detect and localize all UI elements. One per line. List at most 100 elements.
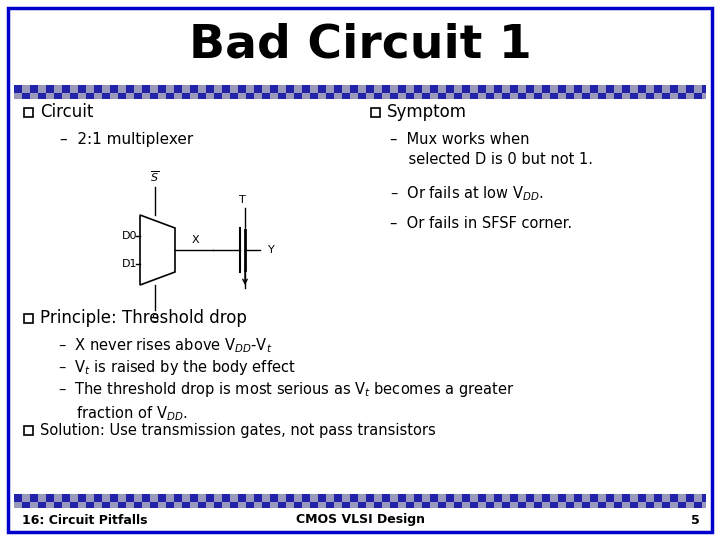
Bar xyxy=(158,93,166,99)
Bar xyxy=(206,93,214,99)
Bar xyxy=(382,93,390,99)
Bar xyxy=(134,494,142,502)
Bar xyxy=(222,85,230,93)
Bar xyxy=(22,85,30,93)
Bar xyxy=(158,502,166,508)
Bar xyxy=(110,85,118,93)
Bar xyxy=(166,93,174,99)
Bar xyxy=(670,494,678,502)
Bar xyxy=(406,85,414,93)
Bar xyxy=(222,93,230,99)
Bar xyxy=(622,85,630,93)
Bar xyxy=(662,85,670,93)
Bar xyxy=(190,502,198,508)
Bar xyxy=(630,494,638,502)
Bar xyxy=(470,85,478,93)
Bar xyxy=(342,85,350,93)
Bar xyxy=(198,502,206,508)
Bar xyxy=(214,494,222,502)
Bar xyxy=(198,85,206,93)
Bar xyxy=(166,494,174,502)
Bar xyxy=(126,85,134,93)
Text: –  V$_t$ is raised by the body effect: – V$_t$ is raised by the body effect xyxy=(58,358,296,377)
Bar xyxy=(206,494,214,502)
Bar xyxy=(174,85,182,93)
Bar xyxy=(526,93,534,99)
Bar xyxy=(38,502,46,508)
Bar xyxy=(542,85,550,93)
Bar xyxy=(582,502,590,508)
Bar xyxy=(422,494,430,502)
Bar xyxy=(22,93,30,99)
Bar xyxy=(446,494,454,502)
Bar xyxy=(590,502,598,508)
Bar xyxy=(70,93,78,99)
Bar xyxy=(422,85,430,93)
Bar xyxy=(262,85,270,93)
Bar xyxy=(318,85,326,93)
Bar xyxy=(414,93,422,99)
Bar xyxy=(390,502,398,508)
Text: D0: D0 xyxy=(122,231,138,241)
Text: –  X never rises above V$_{DD}$-V$_t$: – X never rises above V$_{DD}$-V$_t$ xyxy=(58,336,272,355)
Bar xyxy=(398,85,406,93)
Bar xyxy=(550,93,558,99)
Bar xyxy=(230,93,238,99)
Bar xyxy=(334,502,342,508)
Bar xyxy=(86,502,94,508)
Bar xyxy=(62,494,70,502)
Bar xyxy=(286,502,294,508)
Bar xyxy=(294,502,302,508)
Bar xyxy=(102,494,110,502)
Bar xyxy=(430,85,438,93)
Bar xyxy=(78,85,86,93)
Bar xyxy=(238,502,246,508)
Bar xyxy=(262,494,270,502)
Bar xyxy=(534,93,542,99)
Bar xyxy=(590,85,598,93)
Bar xyxy=(510,502,518,508)
Bar xyxy=(686,502,694,508)
Text: 5: 5 xyxy=(691,514,700,526)
Bar xyxy=(342,502,350,508)
Bar xyxy=(686,494,694,502)
Bar xyxy=(294,494,302,502)
Bar xyxy=(518,85,526,93)
Bar xyxy=(646,93,654,99)
Bar xyxy=(686,85,694,93)
Bar xyxy=(598,494,606,502)
Bar xyxy=(174,502,182,508)
Bar xyxy=(246,494,254,502)
Bar xyxy=(126,93,134,99)
Bar xyxy=(494,93,502,99)
Bar xyxy=(142,85,150,93)
Text: Circuit: Circuit xyxy=(40,103,94,121)
Bar xyxy=(542,93,550,99)
Text: CMOS VLSI Design: CMOS VLSI Design xyxy=(295,514,425,526)
Bar xyxy=(478,85,486,93)
Bar xyxy=(518,93,526,99)
Bar xyxy=(134,502,142,508)
Bar xyxy=(574,494,582,502)
Bar xyxy=(62,85,70,93)
Bar xyxy=(686,93,694,99)
Bar xyxy=(574,85,582,93)
Bar xyxy=(14,494,22,502)
Bar xyxy=(614,93,622,99)
Bar xyxy=(494,494,502,502)
Bar xyxy=(206,502,214,508)
Bar xyxy=(470,93,478,99)
Bar xyxy=(318,502,326,508)
Bar xyxy=(438,85,446,93)
Bar xyxy=(222,502,230,508)
Bar xyxy=(166,85,174,93)
Bar xyxy=(390,494,398,502)
Bar xyxy=(702,494,706,502)
Bar xyxy=(150,502,158,508)
Bar xyxy=(102,85,110,93)
Bar xyxy=(414,494,422,502)
Bar xyxy=(230,502,238,508)
Bar xyxy=(94,494,102,502)
Bar xyxy=(582,85,590,93)
Bar xyxy=(118,502,126,508)
